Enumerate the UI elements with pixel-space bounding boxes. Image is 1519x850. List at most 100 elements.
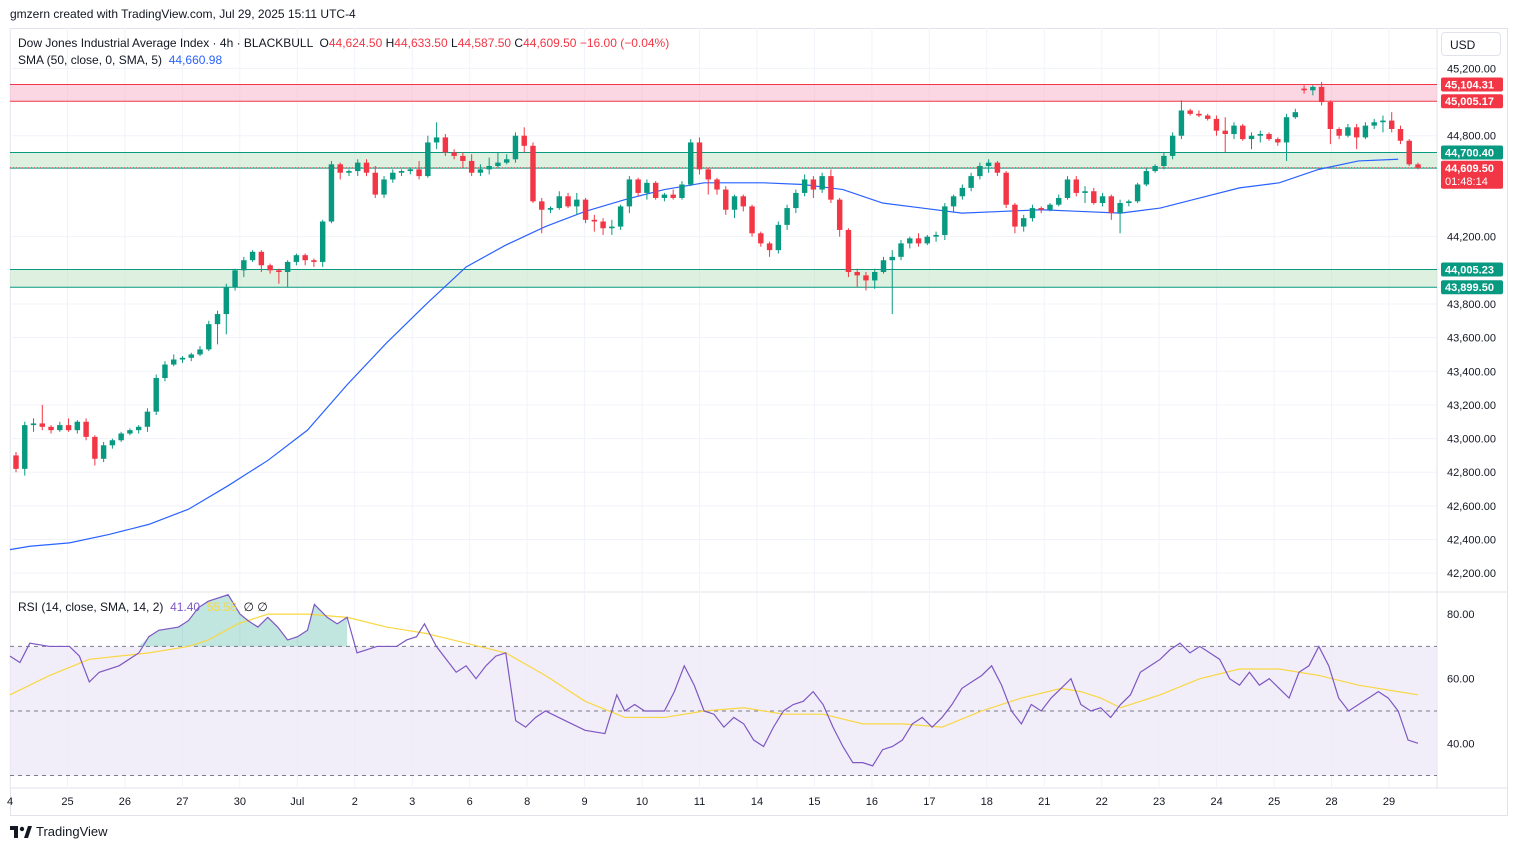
zone-price-tag bbox=[1441, 262, 1503, 277]
last-price-label: 44,609.50 bbox=[1445, 163, 1494, 175]
candle-body bbox=[994, 162, 1001, 173]
time-tick-label: 26 bbox=[119, 796, 131, 808]
candle-body bbox=[1388, 120, 1395, 129]
candle-body bbox=[57, 425, 63, 431]
candle-body bbox=[872, 272, 878, 281]
price-tick-label: 42,400.00 bbox=[1447, 535, 1496, 547]
candle-body bbox=[644, 182, 650, 193]
time-tick-label: 29 bbox=[1383, 796, 1395, 808]
tradingview-logo-icon bbox=[10, 825, 32, 838]
support-zone bbox=[10, 152, 1437, 169]
candle-body bbox=[679, 184, 685, 198]
candle-body bbox=[1169, 135, 1176, 156]
candle-body bbox=[92, 436, 98, 459]
candle-body bbox=[968, 176, 974, 188]
candle-body bbox=[1152, 166, 1158, 172]
candle-body bbox=[959, 187, 966, 197]
candle-body bbox=[179, 357, 186, 360]
candle-body bbox=[1345, 127, 1351, 136]
price-tick-label: 44,800.00 bbox=[1447, 131, 1496, 143]
zone-price-label: 45,005.17 bbox=[1445, 96, 1494, 108]
candle-body bbox=[582, 199, 589, 220]
candle-body bbox=[854, 272, 860, 276]
candle-body bbox=[30, 423, 37, 426]
candle-body bbox=[127, 430, 133, 434]
sma-value: 44,660.98 bbox=[168, 53, 223, 67]
candle-body bbox=[442, 137, 449, 153]
time-tick-label: 22 bbox=[1096, 796, 1108, 808]
candle-body bbox=[13, 455, 19, 469]
candle-body bbox=[398, 171, 405, 173]
zone-price-tag bbox=[1441, 145, 1503, 160]
candle-body bbox=[819, 176, 825, 190]
time-tick-label: 25 bbox=[61, 796, 73, 808]
candle-body bbox=[39, 423, 46, 427]
price-tick-label: 44,200.00 bbox=[1447, 232, 1496, 244]
candle-body bbox=[933, 234, 939, 237]
price-tick-label: 42,200.00 bbox=[1447, 568, 1496, 580]
candle-body bbox=[100, 445, 107, 459]
candle-body bbox=[1064, 179, 1071, 198]
time-tick-label: 15 bbox=[808, 796, 820, 808]
candle-body bbox=[372, 172, 378, 195]
candle-body bbox=[214, 314, 221, 325]
zone-price-label: 44,005.23 bbox=[1445, 264, 1494, 276]
rsi-na-values: ∅ ∅ bbox=[243, 600, 268, 614]
candle-body bbox=[539, 201, 545, 210]
ohlc-values: O44,624.50 H44,633.50 L44,587.50 C44,609… bbox=[319, 36, 670, 50]
candle-body bbox=[758, 233, 764, 244]
candle-body bbox=[723, 189, 729, 210]
time-tick-label: 9 bbox=[582, 796, 588, 808]
price-zones bbox=[10, 84, 1437, 288]
zone-price-label: 45,104.31 bbox=[1445, 80, 1494, 92]
candle-body bbox=[1196, 113, 1202, 116]
rsi-value: 41.40 bbox=[170, 600, 201, 614]
candle-body bbox=[223, 287, 230, 315]
candle-body bbox=[486, 166, 492, 170]
candle-body bbox=[1029, 208, 1036, 219]
change-value: −16.00 (−0.04%) bbox=[579, 36, 670, 50]
price-tick-label: 43,800.00 bbox=[1447, 299, 1496, 311]
close-value: 44,609.50 bbox=[523, 36, 577, 50]
candle-body bbox=[687, 142, 694, 185]
candle-body bbox=[1020, 218, 1027, 227]
candle-body bbox=[355, 162, 361, 172]
candle-body bbox=[1073, 179, 1079, 193]
time-tick-label: 11 bbox=[694, 796, 705, 808]
time-tick-label: 25 bbox=[1268, 796, 1280, 808]
sma-series-line bbox=[9, 158, 1399, 551]
candle-body bbox=[1283, 117, 1290, 143]
candle-body bbox=[346, 171, 352, 173]
rsi-ma-value: 55.58 bbox=[206, 600, 237, 614]
candle-body bbox=[144, 411, 151, 427]
candle-body bbox=[83, 421, 89, 437]
candle-body bbox=[249, 251, 256, 261]
candle-body bbox=[828, 176, 834, 200]
candle-body bbox=[793, 192, 799, 209]
candle-body bbox=[565, 196, 571, 207]
time-tick-label: 18 bbox=[981, 796, 993, 808]
candle-body bbox=[468, 160, 475, 173]
rsi-legend: RSI (14, close, SMA, 14, 2) 41.40 55.58 … bbox=[18, 600, 268, 614]
candle-body bbox=[801, 179, 808, 193]
price-tick-label: 42,600.00 bbox=[1447, 501, 1496, 513]
rsi-line bbox=[9, 594, 1419, 767]
candle-body bbox=[1231, 125, 1237, 135]
candle-body bbox=[22, 425, 28, 469]
candle-body bbox=[293, 255, 300, 262]
candle-body bbox=[425, 142, 431, 177]
candle-body bbox=[109, 440, 116, 446]
created-by-banner: gmzern created with TradingView.com, Jul… bbox=[10, 7, 356, 21]
candle-body bbox=[1292, 112, 1299, 118]
candle-body bbox=[1091, 191, 1097, 204]
currency-selector[interactable]: USD bbox=[1441, 32, 1501, 56]
time-tick-label: 17 bbox=[923, 796, 935, 808]
time-axis: 4 25 26 27 30 Jul 2 3 6 8 9 10 11 14 15 16 17 18 21 22 23 24 2… bbox=[7, 796, 1395, 808]
candle-body bbox=[1126, 201, 1132, 204]
candle-body bbox=[206, 324, 212, 350]
symbol-title: Dow Jones Industrial Average Index · 4h … bbox=[18, 36, 313, 50]
price-tick-label: 43,200.00 bbox=[1447, 400, 1496, 412]
sma-line bbox=[9, 158, 1399, 551]
candle-body bbox=[1415, 164, 1421, 168]
